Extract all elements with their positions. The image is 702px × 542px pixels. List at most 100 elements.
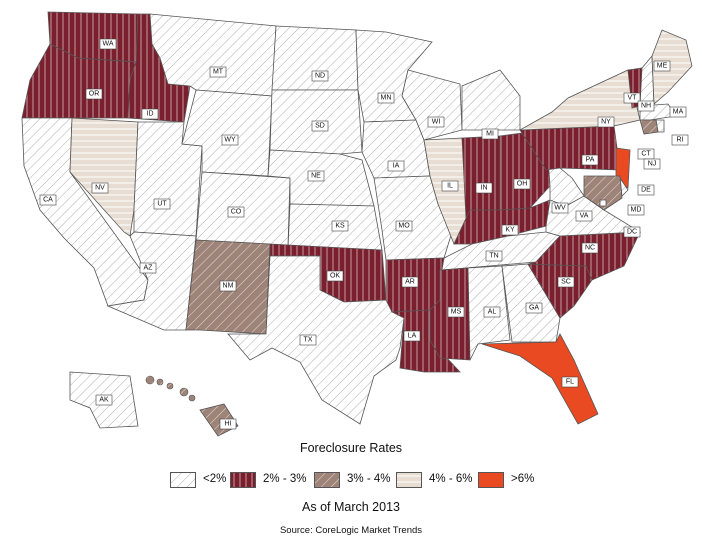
state-label-ky: KY — [501, 224, 519, 236]
state-label-de: DE — [637, 184, 655, 196]
hawaii-island-0 — [145, 375, 155, 385]
legend-label-4to6: 4% - 6% — [429, 473, 473, 485]
svg-text:KY: KY — [505, 227, 515, 234]
svg-text:WV: WV — [554, 205, 566, 212]
svg-text:IN: IN — [481, 185, 488, 192]
legend-label-3to4: 3% - 4% — [347, 473, 391, 485]
svg-text:WY: WY — [224, 137, 236, 144]
state-label-dc: DC — [623, 226, 641, 238]
svg-text:VA: VA — [580, 213, 589, 220]
state-label-nm: NM — [219, 280, 237, 292]
state-label-vt: VT — [623, 92, 641, 104]
svg-text:SC: SC — [561, 279, 571, 286]
state-label-pa: PA — [581, 154, 599, 166]
state-label-ne: NE — [307, 170, 325, 182]
state-ct — [639, 119, 659, 135]
svg-text:HI: HI — [225, 421, 232, 428]
state-label-nh: NH — [637, 100, 655, 112]
legend: <2% 2% - 3% 3% - 4% 4% - 6% >6% — [0, 472, 702, 490]
state-label-ct: CT — [637, 148, 655, 160]
state-label-wv: WV — [551, 202, 569, 214]
svg-text:LA: LA — [408, 333, 417, 340]
state-nh — [639, 54, 655, 107]
state-ny — [519, 69, 641, 131]
state-label-az: AZ — [139, 262, 157, 274]
state-label-ia: IA — [387, 160, 405, 172]
state-label-ak: AK — [95, 394, 113, 406]
svg-text:IA: IA — [393, 163, 400, 170]
state-label-wi: WI — [427, 116, 445, 128]
svg-text:IL: IL — [447, 183, 453, 190]
state-label-ma: MA — [669, 106, 687, 118]
legend-title: Foreclosure Rates — [299, 441, 403, 455]
state-label-or: OR — [85, 88, 103, 100]
svg-text:AR: AR — [405, 279, 415, 286]
hawaii-island-1 — [156, 378, 164, 386]
svg-text:MS: MS — [451, 309, 462, 316]
state-label-oh: OH — [513, 178, 531, 190]
state-label-ok: OK — [326, 270, 344, 282]
state-label-tn: TN — [485, 250, 503, 262]
state-label-ri: RI — [671, 134, 689, 146]
state-ut — [133, 121, 203, 237]
state-label-nc: NC — [581, 242, 599, 254]
state-label-ks: KS — [331, 220, 349, 232]
svg-text:MN: MN — [381, 95, 392, 102]
state-label-sd: SD — [311, 120, 329, 132]
svg-text:FL: FL — [566, 379, 574, 386]
state-label-ut: UT — [153, 198, 171, 210]
legend-swatch-3to4 — [314, 472, 340, 488]
svg-text:NH: NH — [641, 103, 651, 110]
state-wv — [545, 129, 585, 207]
svg-text:DC: DC — [627, 229, 637, 236]
svg-text:VT: VT — [628, 95, 638, 102]
state-label-wa: WA — [99, 38, 117, 50]
state-mi — [461, 69, 521, 131]
state-label-ny: NY — [597, 116, 615, 128]
svg-text:ME: ME — [657, 63, 668, 70]
svg-text:OH: OH — [517, 181, 528, 188]
state-label-al: AL — [483, 306, 501, 318]
svg-text:MA: MA — [673, 109, 684, 116]
state-dc — [599, 199, 607, 207]
svg-text:MT: MT — [213, 69, 224, 76]
svg-text:WI: WI — [432, 119, 441, 126]
state-label-ca: CA — [39, 194, 57, 206]
state-mt — [149, 13, 277, 97]
svg-text:OK: OK — [330, 273, 340, 280]
legend-label-lt2: <2% — [203, 473, 227, 485]
svg-text:ND: ND — [315, 73, 325, 80]
state-label-tx: TX — [299, 334, 317, 346]
svg-text:CO: CO — [231, 209, 242, 216]
legend-swatch-2to3 — [230, 472, 256, 488]
state-label-nd: ND — [311, 70, 329, 82]
legend-label-2to3: 2% - 3% — [263, 473, 307, 485]
svg-text:NY: NY — [601, 119, 611, 126]
state-label-mi: MI — [481, 128, 499, 140]
svg-text:CA: CA — [43, 197, 53, 204]
source-note: Source: CoreLogic Market Trends — [279, 525, 423, 536]
svg-text:AZ: AZ — [144, 265, 154, 272]
svg-text:KS: KS — [335, 223, 345, 230]
state-label-me: ME — [653, 60, 671, 72]
svg-text:WA: WA — [102, 41, 113, 48]
svg-text:MO: MO — [398, 223, 410, 230]
svg-text:AK: AK — [99, 397, 109, 404]
svg-text:MD: MD — [631, 207, 642, 214]
legend-swatch-gt6 — [478, 472, 504, 488]
state-label-il: IL — [441, 180, 459, 192]
hawaii-island-4 — [188, 394, 196, 402]
state-label-mo: MO — [395, 220, 413, 232]
state-label-ar: AR — [401, 276, 419, 288]
state-in — [461, 135, 501, 219]
svg-text:SD: SD — [315, 123, 325, 130]
svg-text:OR: OR — [89, 91, 100, 98]
us-foreclosure-map: WA OR ID CA NV UT AZ MT WY CO NM ND SD NE KS OK TX MN IA MO… — [21, 11, 693, 437]
svg-text:NM: NM — [223, 283, 234, 290]
svg-text:NE: NE — [311, 173, 321, 180]
hawaii-island-2 — [166, 382, 174, 390]
state-label-md: MD — [627, 204, 645, 216]
state-label-fl: FL — [561, 376, 579, 388]
svg-text:NC: NC — [585, 245, 595, 252]
state-label-wy: WY — [221, 134, 239, 146]
